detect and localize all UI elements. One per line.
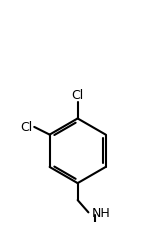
Text: NH: NH <box>92 206 110 219</box>
Text: Cl: Cl <box>20 121 33 134</box>
Text: Cl: Cl <box>71 88 84 101</box>
